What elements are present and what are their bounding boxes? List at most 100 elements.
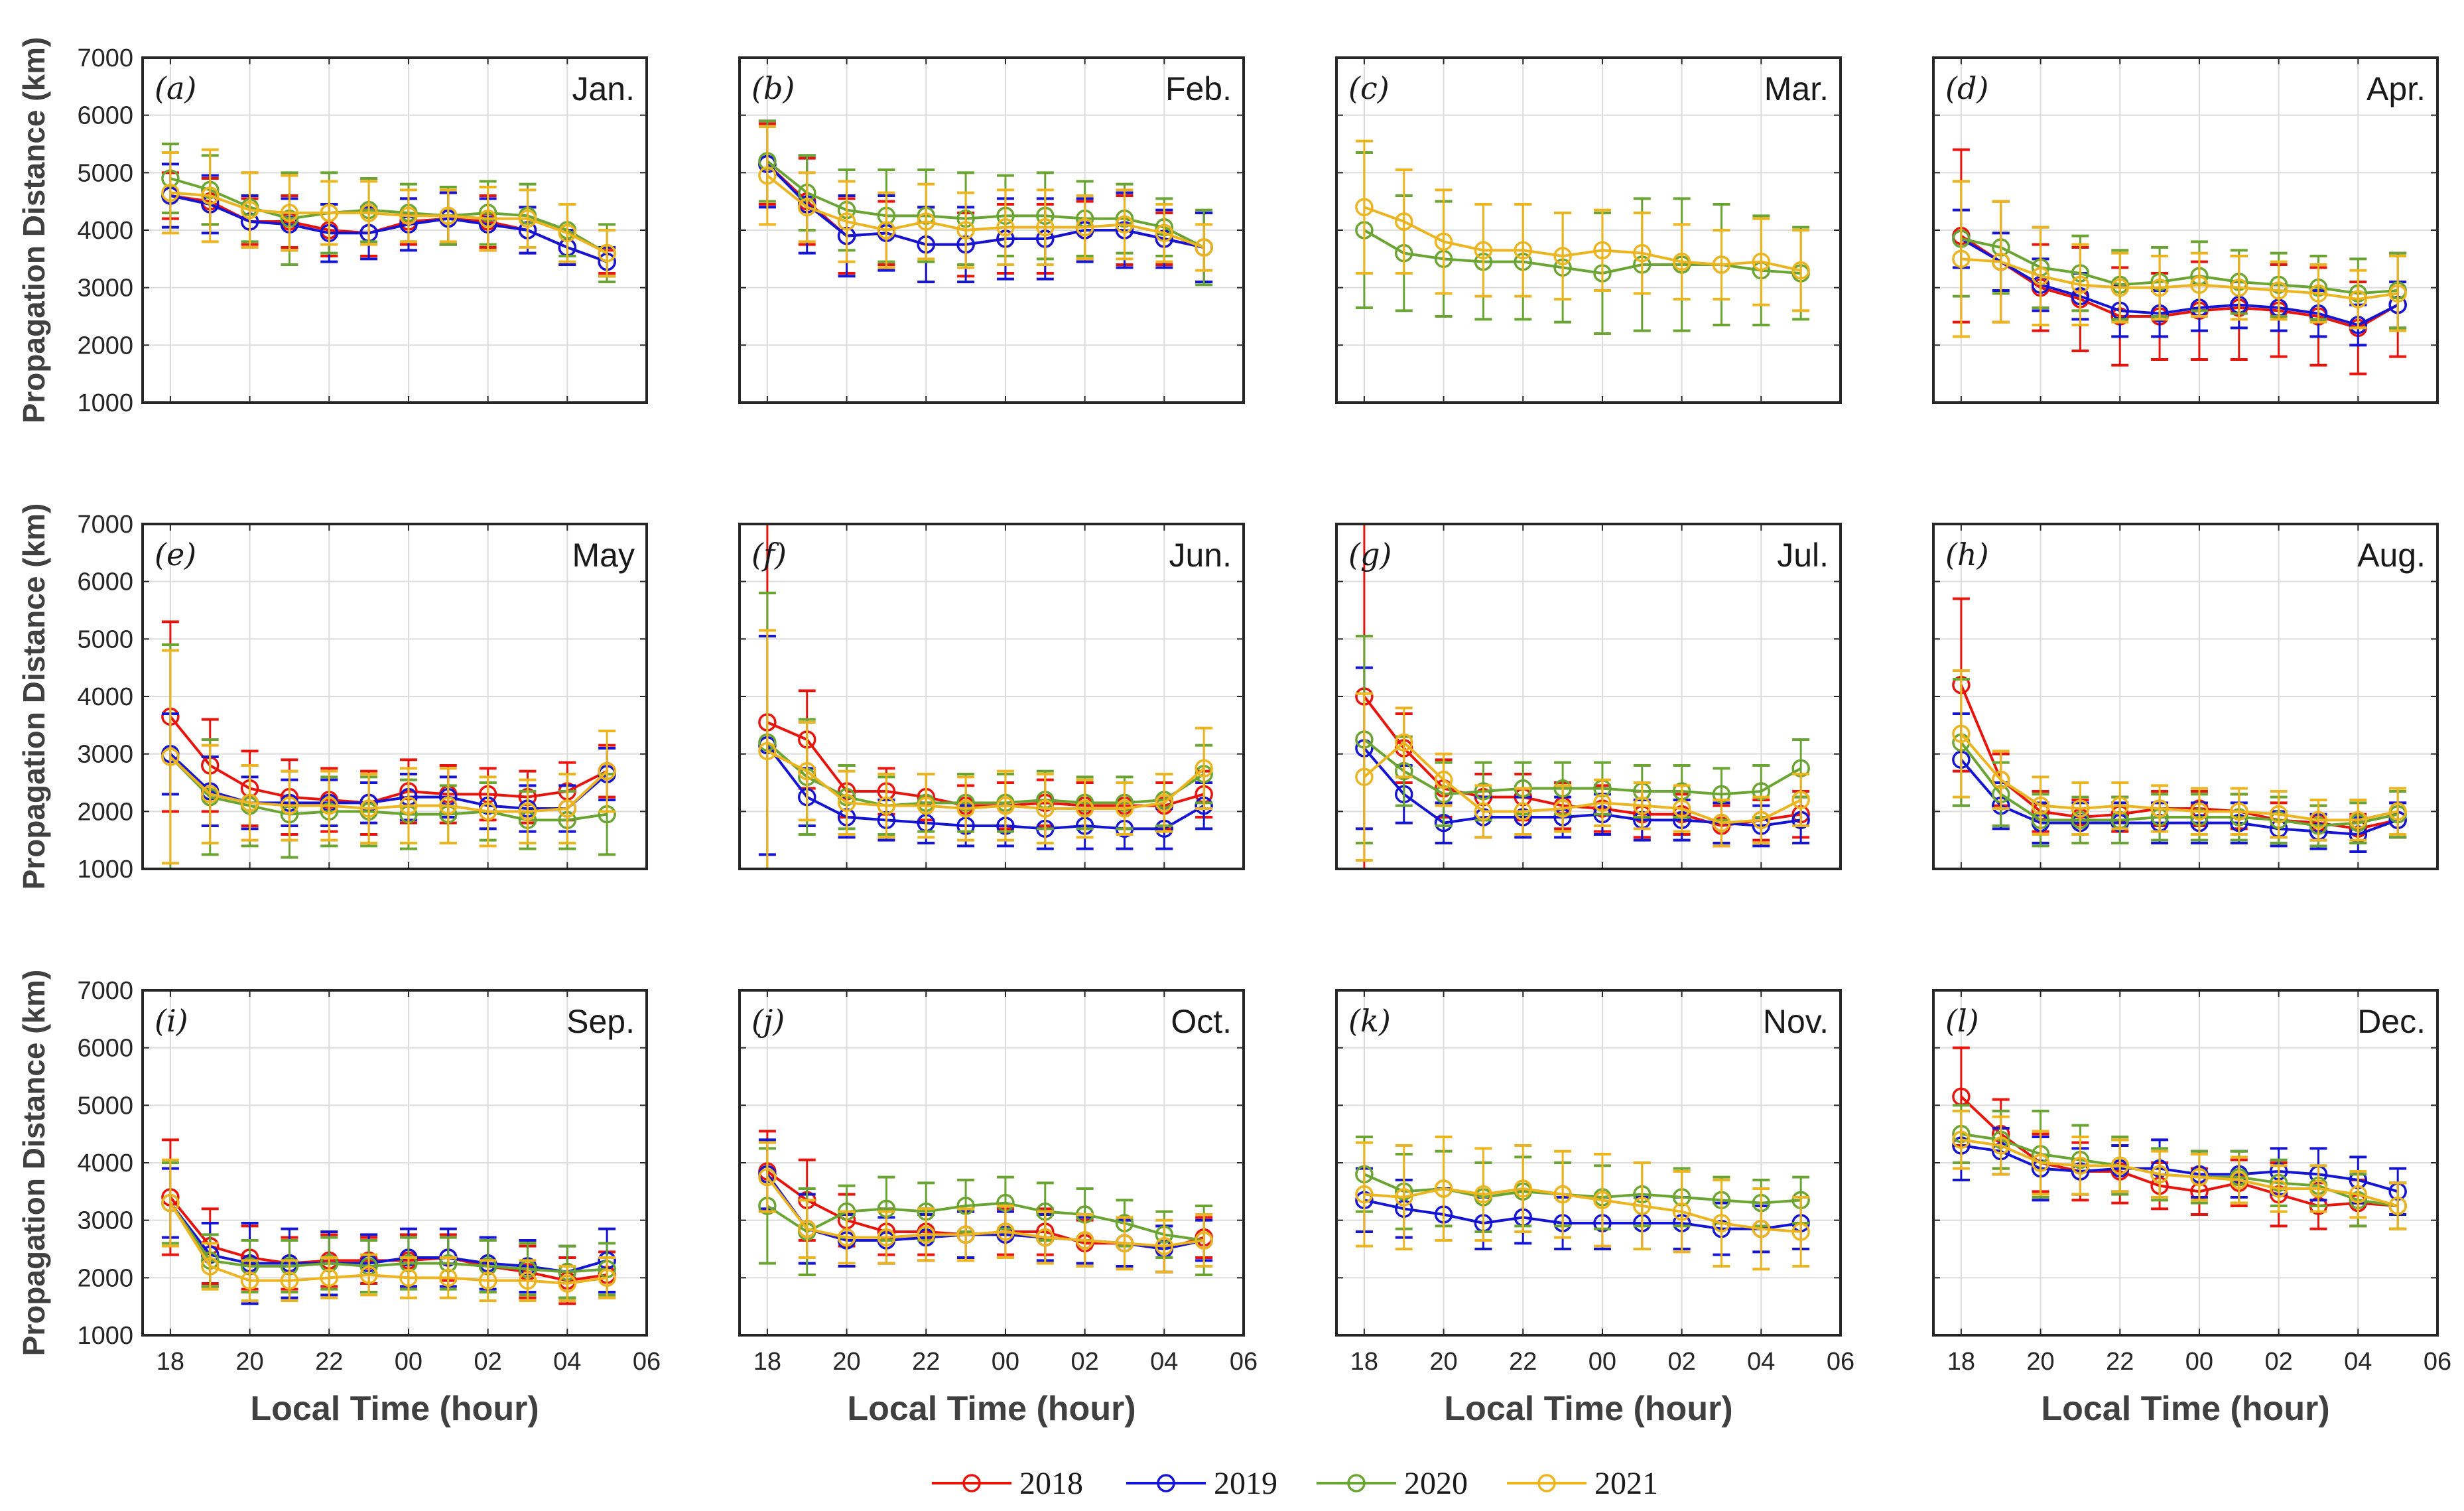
data-point <box>2110 278 2130 297</box>
x-tick-label: 20 <box>1429 1348 1457 1376</box>
data-point <box>2349 811 2368 830</box>
y-tick-label: 7000 <box>77 44 133 72</box>
x-tick-label: 02 <box>2264 1348 2292 1376</box>
month-label: Nov. <box>1763 1003 1829 1040</box>
panel-h: (h) Aug. <box>1932 523 2439 870</box>
data-point <box>1195 1231 1213 1250</box>
data-point <box>2190 802 2209 821</box>
plot-frame <box>1932 989 2439 1337</box>
data-point <box>758 1167 777 1187</box>
panel-label: (c) <box>1348 70 1390 106</box>
panel-label: (l) <box>1945 1003 1979 1039</box>
y-tick-label: 4000 <box>77 217 133 245</box>
series-2021 <box>161 148 616 278</box>
data-point <box>956 799 975 818</box>
data-point <box>161 748 180 766</box>
data-point <box>1633 243 1652 263</box>
x-tick-label: 22 <box>1509 1348 1537 1376</box>
y-axis-label: Propagation Distance (km) <box>17 503 51 890</box>
data-point <box>877 221 896 239</box>
data-point <box>1672 1202 1691 1221</box>
data-point <box>1991 1136 2010 1155</box>
data-point <box>1553 799 1572 818</box>
legend-item-2018: 2018 <box>932 1466 1083 1501</box>
panel-l: 18 20 22 00 02 04 06 Local Time (hour) (l) Dec. <box>1932 989 2451 1428</box>
data-point <box>280 1271 299 1290</box>
data-point <box>2309 1179 2328 1198</box>
panel-j: 18 20 22 00 02 04 06 Local Time (hour) (j) Oct. <box>738 989 1258 1428</box>
data-point <box>1712 255 1731 274</box>
data-point <box>518 1271 537 1290</box>
series-2021 <box>1952 669 2407 842</box>
legend-marker <box>1537 1474 1556 1492</box>
month-label: May <box>572 537 635 574</box>
plot-frame <box>1335 523 1842 870</box>
x-tick-label: 18 <box>157 1348 184 1376</box>
data-point <box>1036 799 1055 818</box>
series-2021 <box>1355 139 1810 312</box>
y-tick-label: 3000 <box>77 1207 133 1235</box>
data-point <box>359 204 378 222</box>
month-label: Feb. <box>1165 70 1232 107</box>
data-point <box>956 221 975 239</box>
data-point <box>1115 799 1134 818</box>
data-point <box>1075 1231 1094 1250</box>
data-point <box>1355 767 1374 787</box>
data-point <box>2230 278 2248 297</box>
data-point <box>1952 249 1971 269</box>
series-line <box>169 1202 608 1274</box>
data-point <box>478 1271 497 1290</box>
series-2021 <box>1355 1136 1810 1271</box>
data-point <box>2110 1156 2130 1175</box>
data-point <box>1474 241 1493 260</box>
data-point <box>1752 811 1771 830</box>
month-label: Sep. <box>566 1003 635 1040</box>
data-point <box>1195 759 1213 778</box>
data-point <box>478 209 497 228</box>
data-point <box>797 198 816 217</box>
data-point <box>2031 1153 2050 1172</box>
data-point <box>1553 247 1572 265</box>
data-point <box>359 799 378 818</box>
data-point <box>758 166 777 185</box>
data-point <box>2031 796 2050 815</box>
data-point <box>1752 252 1771 271</box>
data-point <box>280 204 299 222</box>
data-point <box>2309 811 2328 830</box>
data-point <box>2031 267 2050 286</box>
x-tick-label: 00 <box>2185 1348 2213 1376</box>
y-tick-label: 1000 <box>77 389 133 417</box>
x-tick-label: 00 <box>992 1348 1019 1376</box>
series-2021 <box>758 125 1213 272</box>
data-point <box>2071 799 2090 818</box>
data-point <box>917 1225 936 1244</box>
panel-label: (j) <box>751 1003 785 1039</box>
data-point <box>359 1266 378 1284</box>
plot-frame <box>1932 523 2439 870</box>
data-point <box>1672 799 1691 818</box>
x-tick-label: 20 <box>832 1348 860 1376</box>
x-tick-label: 22 <box>315 1348 343 1376</box>
plot-frame <box>738 523 1245 870</box>
y-tick-label: 7000 <box>77 977 133 1005</box>
y-tick-label: 7000 <box>77 511 133 539</box>
data-point <box>2309 284 2328 303</box>
x-tick-label: 22 <box>912 1348 940 1376</box>
x-tick-label: 04 <box>1150 1348 1178 1376</box>
y-tick-label: 6000 <box>77 568 133 596</box>
data-point <box>240 793 259 813</box>
x-tick-label: 00 <box>1589 1348 1616 1376</box>
data-point <box>478 802 497 821</box>
data-point <box>2388 802 2407 821</box>
month-label: Jan. <box>572 70 635 107</box>
month-label: Dec. <box>2357 1003 2426 1040</box>
legend-label: 2019 <box>1214 1466 1277 1501</box>
legend-item-2020: 2020 <box>1317 1466 1468 1501</box>
data-point <box>240 1271 259 1290</box>
data-point <box>1394 733 1413 752</box>
data-point <box>1752 1219 1771 1238</box>
plot-frame <box>141 523 648 870</box>
series-2021 <box>1355 692 1810 862</box>
y-tick-label: 3000 <box>77 741 133 769</box>
